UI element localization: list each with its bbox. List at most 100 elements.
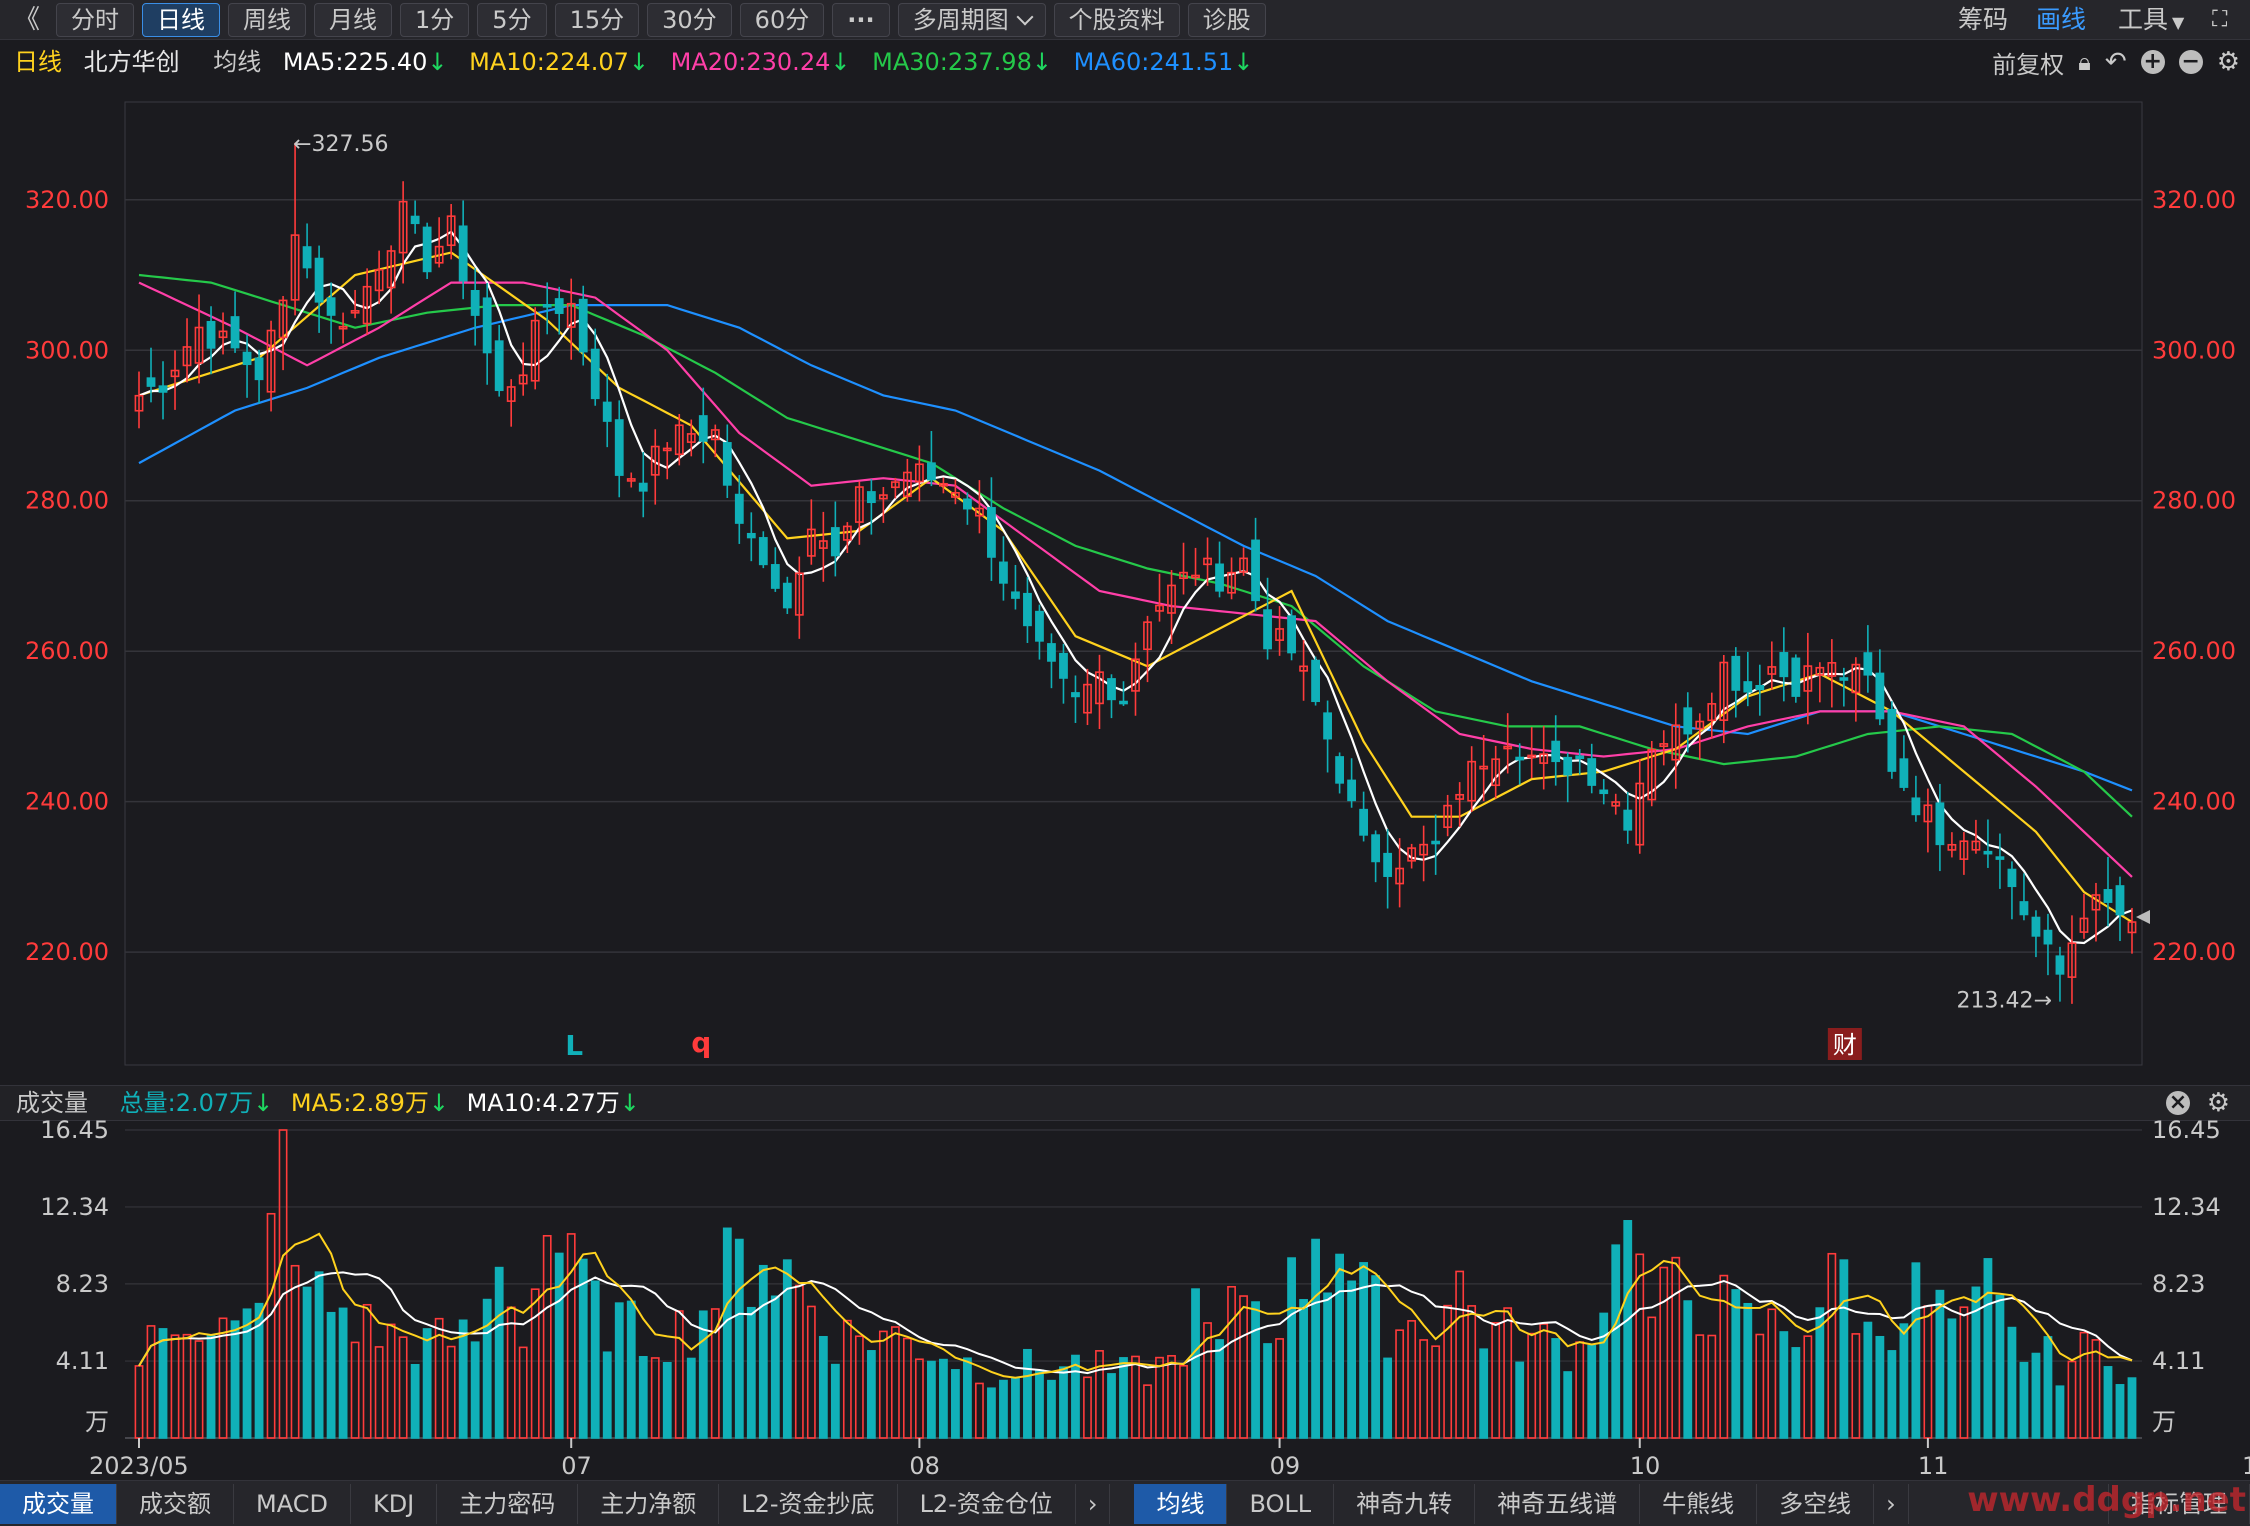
candle-body [1923, 804, 1933, 823]
volume-ma5-text: MA5:2.89万 [290, 1089, 429, 1117]
volume-bar [314, 1271, 324, 1439]
candle-body [1827, 662, 1837, 677]
zoom-in-icon[interactable]: + [2140, 50, 2165, 74]
indicator-tab-main-code[interactable]: 主力密码 [437, 1483, 579, 1524]
candle-body [470, 289, 480, 316]
indicator-tab-macd[interactable]: MACD [234, 1483, 351, 1524]
candle-body [602, 401, 612, 422]
period-tab-monthly[interactable]: 月线 [314, 2, 393, 37]
zoom-out-icon[interactable]: − [2178, 50, 2203, 74]
candle-body [1935, 802, 1945, 846]
lock-icon[interactable]: 🔒︎ [2078, 48, 2091, 76]
volume-bar [1215, 1339, 1224, 1439]
candle-body [1611, 801, 1621, 807]
top-toolbar: 《 分时 日线 周线 月线 1分 5分 15分 30分 60分 ··· 多周期图… [0, 0, 2250, 40]
candle-body [975, 507, 984, 517]
price-chart[interactable]: 320.00 320.00 300.00 300.00 280.00 280.00 260.… [0, 80, 2250, 1085]
indicator-tab-kdj[interactable]: KDJ [351, 1483, 438, 1524]
volume-bar [398, 1336, 408, 1439]
period-tab-weekly[interactable]: 周线 [228, 2, 307, 37]
x-tick-label: 09 [1270, 1452, 1301, 1480]
overlay-tab-boll[interactable]: BOLL [1227, 1483, 1335, 1524]
period-tab-15min[interactable]: 15分 [554, 2, 640, 37]
x-tick-label: 08 [909, 1452, 940, 1480]
volume-bar [1275, 1338, 1284, 1439]
candle-body [1383, 852, 1393, 877]
candle-body [1767, 666, 1777, 675]
adjust-mode-button[interactable]: 前复权 [1992, 50, 2065, 79]
candle-body [1779, 652, 1789, 678]
volume-bar [2115, 1384, 2125, 1439]
arrow-down-icon: ↓ [427, 48, 448, 76]
stock-profile-button[interactable]: 个股资料 [1053, 2, 1180, 37]
candle-body [1791, 657, 1801, 697]
candle-body [999, 561, 1008, 584]
volume-bar [170, 1334, 180, 1439]
gear-icon[interactable]: ⚙ [2206, 1088, 2230, 1118]
tools-dropdown[interactable]: 工具 ▼ [2118, 0, 2184, 40]
volume-bar [698, 1310, 708, 1439]
period-tab-30min[interactable]: 30分 [647, 2, 732, 37]
volume-chart[interactable]: 16.45 16.45 12.34 12.34 8.23 8.23 4.11 4.11 万 万 20… [0, 1120, 2250, 1480]
volume-ma5-line [138, 1232, 2133, 1379]
indicator-manage-button[interactable]: 指标管理 [2108, 1483, 2250, 1524]
period-tab-daily[interactable]: 日线 [142, 2, 221, 37]
ma-label[interactable]: 均线 [213, 48, 262, 76]
volume-bar [1683, 1300, 1693, 1439]
volume-bar [206, 1334, 216, 1439]
volume-bar [1935, 1289, 1945, 1439]
volume-bar [218, 1317, 228, 1439]
volume-total: 总量:2.07万↓ [120, 1089, 274, 1117]
candle-body [1539, 753, 1549, 764]
period-tab-1min[interactable]: 1分 [400, 2, 470, 37]
period-tab-fenshi[interactable]: 分时 [56, 2, 135, 37]
volume-bar [590, 1280, 600, 1439]
overlay-tab-magic-nine[interactable]: 神奇九转 [1334, 1483, 1476, 1524]
volume-title[interactable]: 成交量 [16, 1089, 88, 1117]
scroll-right-icon[interactable]: › [1874, 1483, 1909, 1524]
undo-icon[interactable]: ↶ [2104, 47, 2127, 77]
period-tab-5min[interactable]: 5分 [477, 2, 547, 37]
indicator-tab-volume[interactable]: 成交量 [0, 1483, 117, 1524]
close-icon[interactable]: × [2166, 1091, 2190, 1115]
diagnose-button[interactable]: 诊股 [1187, 2, 1266, 37]
indicator-tab-l2-bottom[interactable]: L2-资金抄底 [719, 1483, 898, 1524]
main-legend: 日线 北方华创 均线 MA5:225.40↓ MA10:224.07↓ MA20… [14, 44, 1267, 80]
indicator-tab-l2-position[interactable]: L2-资金仓位 [898, 1483, 1076, 1524]
stock-name[interactable]: 北方华创 [83, 48, 180, 76]
candle-body [830, 527, 840, 557]
back-button[interactable]: 《 [14, 4, 41, 35]
volume-bar [1743, 1302, 1753, 1439]
candle-body [1179, 571, 1188, 580]
indicator-tab-amount[interactable]: 成交额 [117, 1483, 234, 1524]
volume-bar [1707, 1334, 1717, 1439]
multi-period-dropdown[interactable]: 多周期图 [897, 2, 1046, 37]
volume-bar [230, 1320, 240, 1439]
candle-body [2103, 889, 2113, 903]
overlay-tab-magic-five[interactable]: 神奇五线谱 [1475, 1483, 1641, 1524]
overlay-tab-ma[interactable]: 均线 [1134, 1483, 1228, 1524]
volume-bar [926, 1360, 936, 1439]
volume-bar [194, 1340, 204, 1439]
gear-icon[interactable]: ⚙ [2216, 47, 2240, 77]
candle-body [1479, 765, 1489, 770]
volume-tick-left: 4.11 [56, 1347, 109, 1375]
candle-body [1839, 677, 1849, 681]
y-tick-label-right: 320.00 [2152, 186, 2236, 214]
indicator-tab-main-net[interactable]: 主力净额 [578, 1483, 720, 1524]
overlay-tab-bull-bear[interactable]: 牛熊线 [1640, 1483, 1758, 1524]
period-tab-60min[interactable]: 60分 [739, 2, 825, 37]
finance-marker-bg [1827, 1028, 1862, 1060]
fullscreen-icon[interactable]: ⛶ [2212, 7, 2228, 32]
draw-button[interactable]: 画线 [2036, 5, 2087, 34]
y-tick-label-left: 220.00 [25, 938, 109, 966]
scroll-right-icon[interactable]: › [1076, 1483, 1111, 1524]
volume-bar [2127, 1377, 2137, 1439]
volume-bar [1623, 1220, 1633, 1439]
candle-body [1251, 539, 1260, 602]
candle-body [1743, 681, 1753, 693]
chips-button[interactable]: 筹码 [1958, 5, 2009, 34]
more-periods-button[interactable]: ··· [832, 2, 890, 37]
overlay-tab-long-short[interactable]: 多空线 [1757, 1483, 1875, 1524]
volume-bar [1143, 1384, 1152, 1439]
